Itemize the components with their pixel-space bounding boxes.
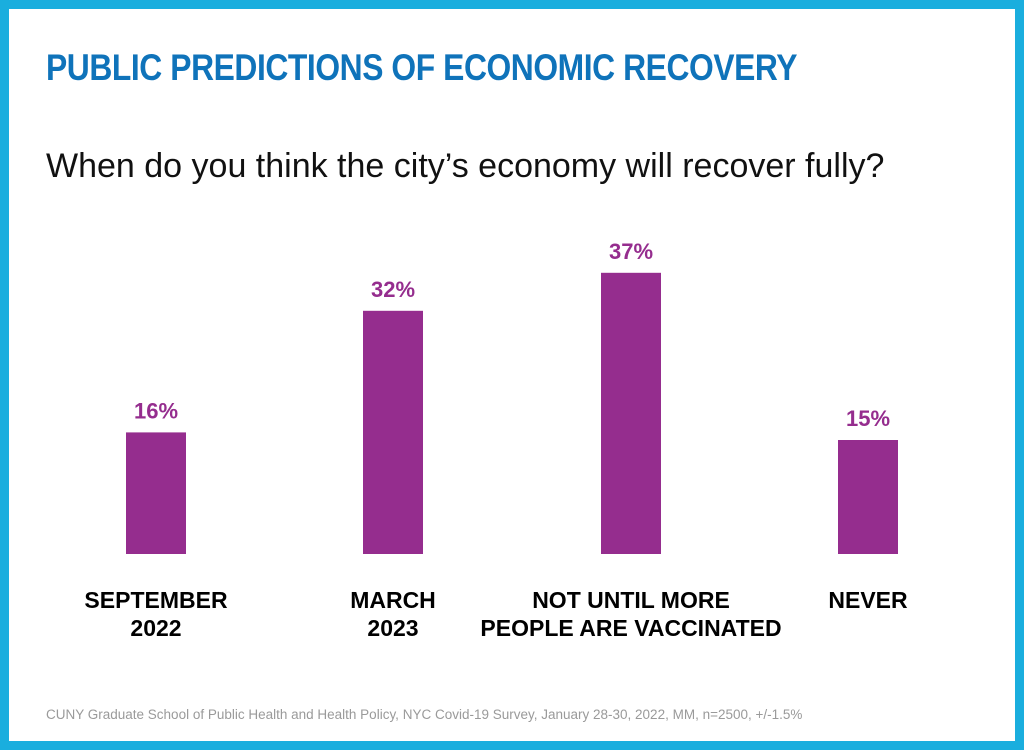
bar-1 [363,310,423,554]
category-label-3-line-0: NEVER [828,587,908,613]
bar-0 [126,432,186,554]
value-label-2: 37% [609,239,653,264]
category-label-1-line-1: 2023 [367,615,418,641]
chart-subtitle: When do you think the city’s economy wil… [46,147,885,185]
value-label-3: 15% [846,406,890,431]
value-label-1: 32% [371,277,415,302]
category-label-2-line-1: PEOPLE ARE VACCINATED [480,615,781,641]
category-label-1-line-0: MARCH [350,587,436,613]
category-label-0-line-0: SEPTEMBER [84,587,228,613]
source-note: CUNY Graduate School of Public Health an… [46,707,803,722]
bar-3 [838,440,898,554]
bar-2 [601,272,661,554]
chart-title: PUBLIC PREDICTIONS OF ECONOMIC RECOVERY [46,47,798,88]
category-label-0-line-1: 2022 [130,615,181,641]
category-label-2-line-0: NOT UNTIL MORE [532,587,730,613]
value-label-0: 16% [134,398,178,423]
